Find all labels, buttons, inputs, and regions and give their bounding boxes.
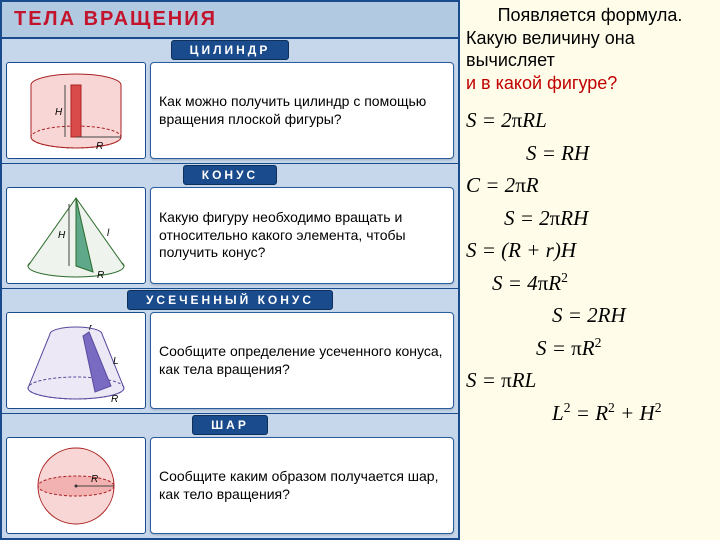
section-title: ШАР <box>192 415 268 435</box>
formula: S = 2πRL <box>466 104 714 137</box>
poster-panel: ТЕЛА ВРАЩЕНИЯ ЦИЛИНДР H R Как можно полу… <box>0 0 460 540</box>
question-box: Сообщите каким образом получается шар, к… <box>150 437 454 534</box>
question-box: Как можно получить цилиндр с помощью вра… <box>150 62 454 159</box>
figure-cone: H l R <box>6 187 146 284</box>
section-body: r L R Сообщите определение усеченного ко… <box>2 310 458 413</box>
section-title: КОНУС <box>183 165 277 185</box>
formula: L2 = R2 + H2 <box>552 397 714 430</box>
formula: C = 2πR <box>466 169 714 202</box>
section-title-wrap: КОНУС <box>2 164 458 185</box>
section-title: УСЕЧЕННЫЙ КОНУС <box>127 290 333 310</box>
section-cone: КОНУС H l R Какую фигуру необходимо вращ… <box>2 164 458 289</box>
right-panel: Появляется формула. Какую величину она в… <box>460 0 720 540</box>
label-h: H <box>55 107 63 118</box>
section-frustum: УСЕЧЕННЫЙ КОНУС r L R Сообщите определен… <box>2 289 458 414</box>
formula-list: S = 2πRL S = RH C = 2πR S = 2πRH S = (R … <box>466 104 714 429</box>
section-title-wrap: ШАР <box>2 414 458 435</box>
formula: S = 4πR2 <box>492 267 714 300</box>
formula: S = πRL <box>466 364 714 397</box>
label-r: R <box>96 141 103 152</box>
figure-cylinder: H R <box>6 62 146 159</box>
label-r: R <box>97 270 104 281</box>
formula: S = 2πRH <box>504 202 714 235</box>
label-l: l <box>107 228 110 239</box>
formula: S = RH <box>526 137 714 170</box>
formula: S = 2RH <box>552 299 714 332</box>
label-h: H <box>58 230 66 241</box>
formula: S = (R + r)H <box>466 234 714 267</box>
heading-line1: Появляется формула. <box>466 4 714 27</box>
label-l: L <box>113 356 119 367</box>
question-box: Какую фигуру необходимо вращать и относи… <box>150 187 454 284</box>
section-body: H R Как можно получить цилиндр с помощью… <box>2 60 458 163</box>
section-title-wrap: ЦИЛИНДР <box>2 39 458 60</box>
label-r: R <box>91 474 98 485</box>
heading-line2: Какую величину она вычисляет <box>466 28 635 71</box>
formula: S = πR2 <box>536 332 714 365</box>
section-title-wrap: УСЕЧЕННЫЙ КОНУС <box>2 289 458 310</box>
section-cylinder: ЦИЛИНДР H R Как можно получить цилиндр с… <box>2 39 458 164</box>
heading-line3: и в какой фигуре? <box>466 73 617 93</box>
figure-frustum: r L R <box>6 312 146 409</box>
right-heading: Появляется формула. Какую величину она в… <box>466 4 714 94</box>
section-body: H l R Какую фигуру необходимо вращать и … <box>2 185 458 288</box>
question-box: Сообщите определение усеченного конуса, … <box>150 312 454 409</box>
section-title: ЦИЛИНДР <box>171 40 290 60</box>
section-body: R Сообщите каким образом получается шар,… <box>2 435 458 538</box>
section-sphere: ШАР R Сообщите каким образом получается … <box>2 414 458 538</box>
figure-sphere: R <box>6 437 146 534</box>
poster-title: ТЕЛА ВРАЩЕНИЯ <box>2 2 458 39</box>
label-big-r: R <box>111 394 118 405</box>
